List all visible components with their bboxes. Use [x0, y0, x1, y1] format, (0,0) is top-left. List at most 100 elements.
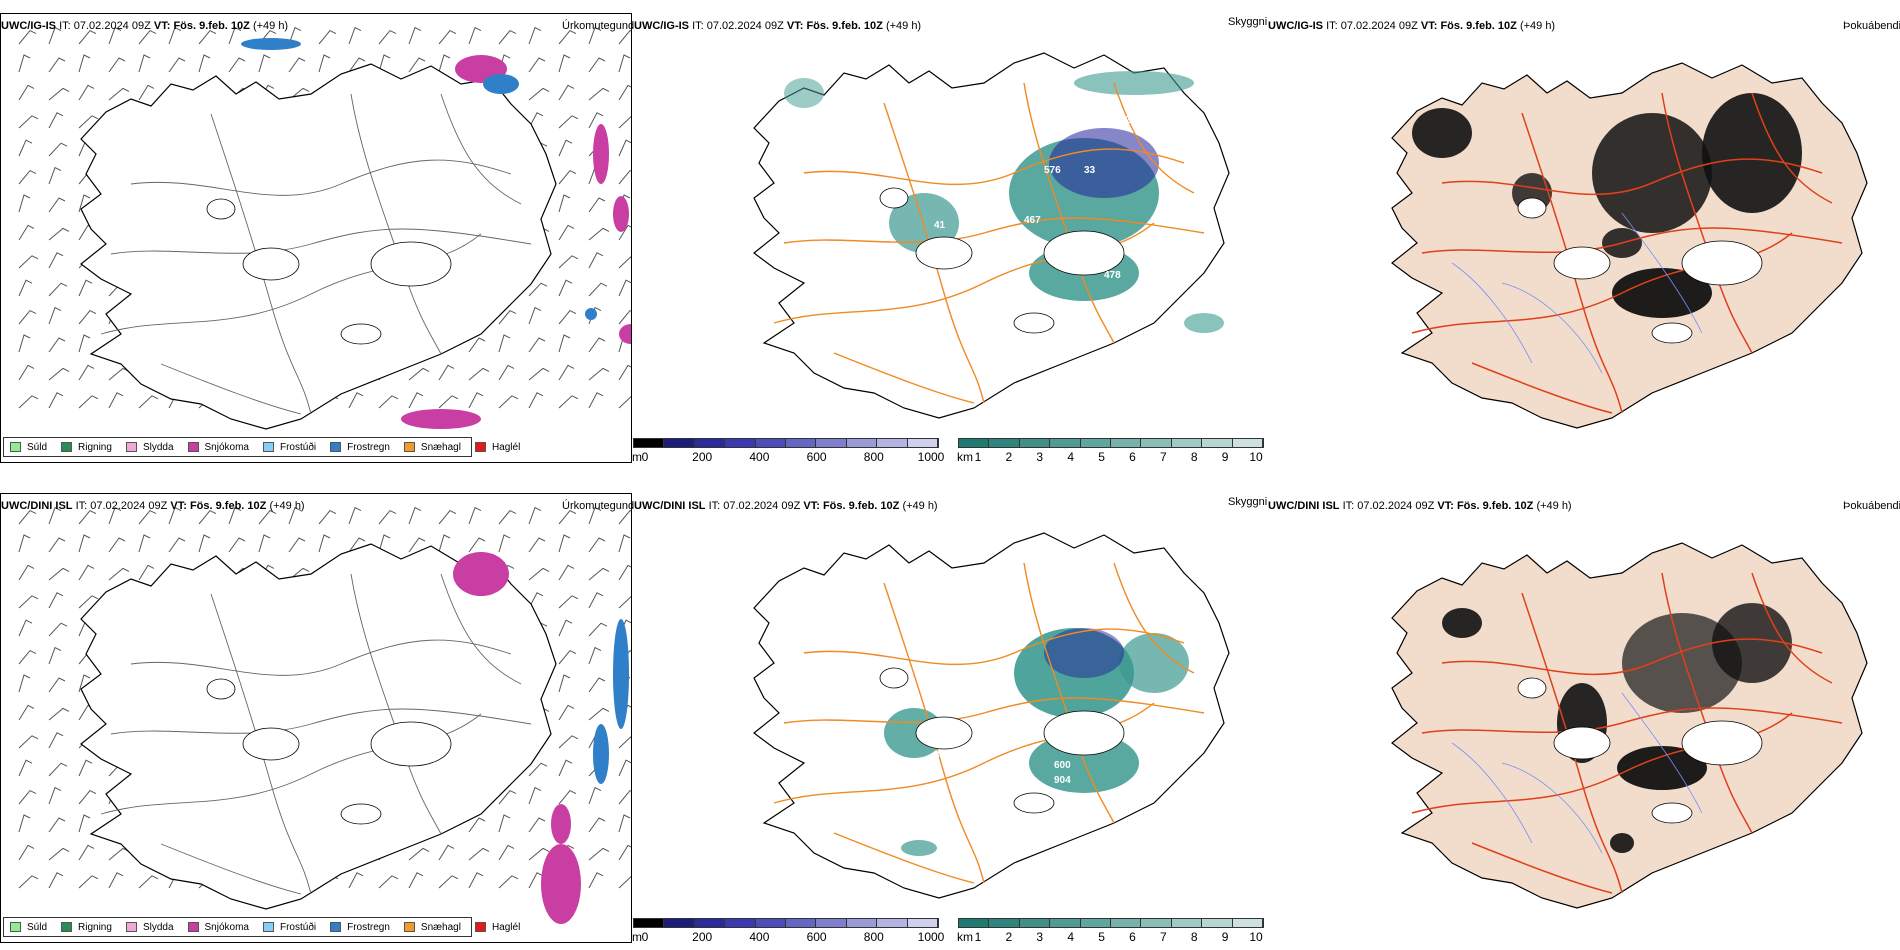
iceland-map: 650 446 62 613 600 904 385 [753, 532, 1230, 899]
colorbar-segment [664, 439, 695, 447]
wind-barb [318, 509, 337, 525]
colorbar-segment [846, 439, 878, 447]
wind-barb [558, 534, 571, 553]
wind-barb [498, 534, 511, 553]
wind-barb [588, 872, 604, 889]
colorbar-tick: 5 [1098, 450, 1105, 464]
colorbar-segment [877, 919, 908, 927]
iceland-map [18, 26, 631, 430]
wind-barb [438, 875, 459, 889]
wind-barb [558, 84, 575, 101]
wind-barb [138, 54, 151, 73]
colorbar-strip [633, 918, 939, 928]
field-blob [1074, 71, 1194, 95]
wind-barb [78, 814, 91, 833]
road [110, 708, 532, 735]
wind-barb [78, 29, 97, 45]
wind-barb [588, 677, 606, 693]
colorbar-unit: m [632, 450, 642, 464]
wind-barb [558, 169, 577, 185]
legend-swatch [125, 442, 137, 452]
glacier-outline [1517, 677, 1547, 699]
wind-barb [558, 735, 579, 749]
wind-barb [198, 534, 211, 553]
wind-barb [498, 509, 517, 525]
road [803, 148, 1185, 185]
wind-barb [498, 789, 517, 805]
wind-barb [528, 282, 548, 297]
wind-barb [48, 337, 66, 353]
wind-barb [198, 29, 217, 45]
colorbar-segment [1111, 439, 1142, 447]
glacier-outline [1043, 230, 1125, 276]
wind-barb [618, 596, 631, 609]
colorbar-tick: 6 [1129, 450, 1136, 464]
colorbar-tick: 800 [863, 930, 884, 944]
wind-barb [438, 844, 455, 861]
wind-barb [588, 506, 602, 525]
ceiling-label: 225 [1034, 100, 1051, 111]
wind-barb [18, 364, 35, 381]
wind-barb [18, 29, 37, 45]
wind-barb [228, 506, 242, 525]
wind-barb [408, 872, 424, 889]
wind-barb [48, 227, 70, 241]
colorbar-strip [958, 918, 1264, 928]
fog-title: Þokuábendi [1843, 20, 1900, 32]
glacier-outline [1553, 726, 1611, 760]
wind-barb [558, 649, 577, 665]
colorbar-tick: 9 [1221, 930, 1229, 944]
ceiling-label: 464 [1144, 260, 1161, 271]
colorbar-tick: 5 [1098, 930, 1105, 944]
ceiling-label: 61 [984, 690, 996, 701]
colorbar-segment [755, 919, 787, 927]
wind-barb [438, 54, 451, 73]
colorbar-segment [1171, 439, 1203, 447]
wind-barb [528, 847, 550, 861]
colorbar-tick: 10 [1249, 450, 1263, 464]
colorbar-unit: m [632, 930, 642, 944]
colorbar-segment [1050, 919, 1081, 927]
wind-barb [558, 789, 577, 805]
legend-label: Frostregn [347, 921, 390, 933]
wind-barb [618, 534, 631, 553]
legend-swatch [10, 442, 21, 452]
colorbar-strip [633, 438, 939, 448]
wind-barb [288, 506, 302, 525]
wind-barb [138, 875, 159, 889]
wind-barb [618, 54, 631, 73]
wind-barb [78, 534, 91, 553]
road [1521, 592, 1623, 894]
wind-barb [618, 309, 631, 325]
colorbar-tick: 200 [692, 450, 713, 464]
wind-barb [468, 506, 482, 525]
colorbar-tick: 8 [1190, 930, 1198, 944]
precip-area [613, 196, 629, 232]
panel-title: UWC/DINI ISL IT: 07.02.2024 09Z VT: Fös.… [1268, 500, 1572, 512]
field-blob [1412, 108, 1472, 158]
wind-barb [48, 87, 70, 101]
wind-barb [618, 789, 631, 805]
colorbar-tick: 1000 [917, 930, 945, 944]
wind-barb [588, 567, 610, 581]
wind-barb [438, 364, 455, 381]
colorbar-segment [907, 439, 939, 447]
wind-barb [18, 735, 39, 749]
wind-barb [558, 395, 579, 409]
precip-area [401, 409, 481, 429]
precip-area [541, 844, 581, 924]
wind-barb [618, 364, 631, 381]
wind-barb [198, 54, 211, 73]
wind-barb [528, 872, 544, 889]
glacier-outline [1517, 197, 1547, 219]
wind-barb [48, 306, 62, 325]
wind-barb [78, 334, 91, 353]
field-blob [1610, 833, 1634, 853]
road [160, 363, 302, 415]
wind-barb [528, 537, 546, 553]
wind-barb [498, 875, 519, 889]
wind-barb [78, 509, 97, 525]
wind-barb [468, 872, 484, 889]
colorbar-tick: 800 [863, 450, 884, 464]
wind-barb [408, 847, 430, 861]
